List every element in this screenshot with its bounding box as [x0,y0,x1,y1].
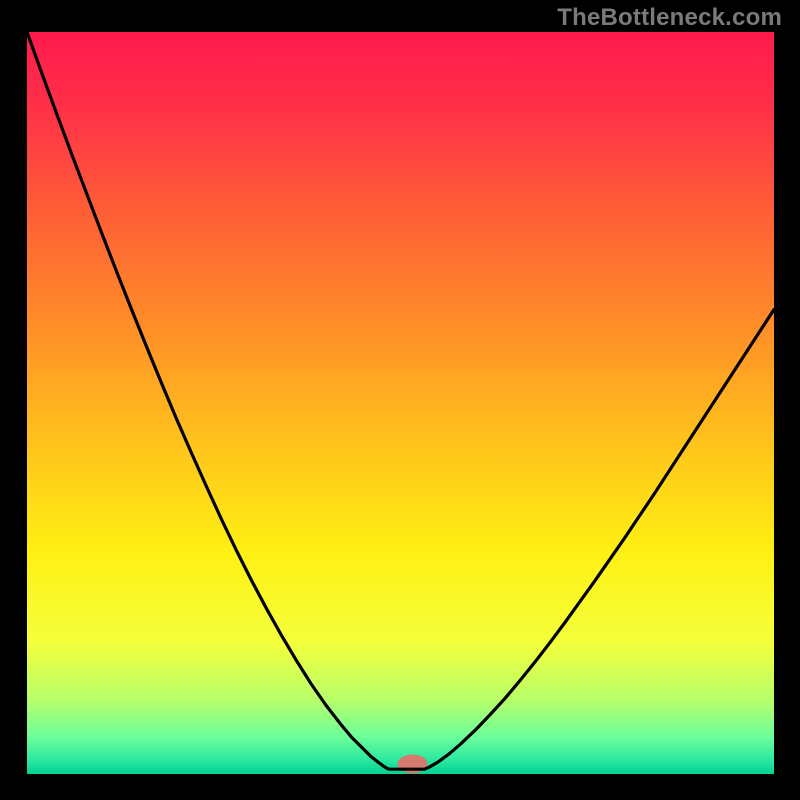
watermark-label: TheBottleneck.com [557,4,782,32]
chart-frame: TheBottleneck.com [0,0,800,800]
chart-background [27,32,774,774]
bottleneck-chart [27,32,774,774]
